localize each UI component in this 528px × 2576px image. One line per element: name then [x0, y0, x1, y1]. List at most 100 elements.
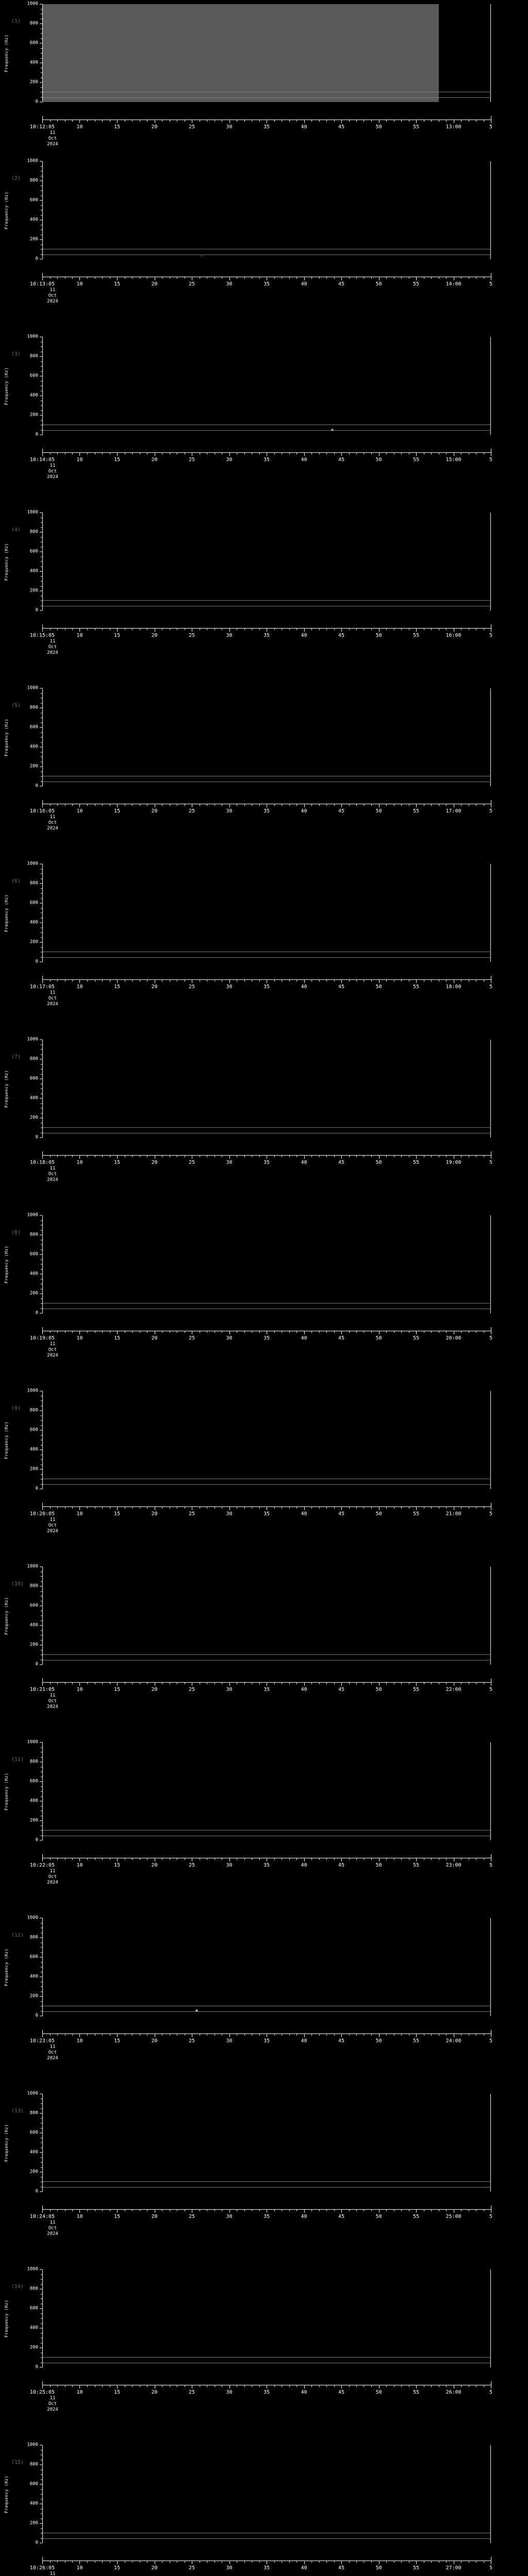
y-axis-tick-mark: [41, 1835, 42, 1836]
y-axis-tick-major: 0: [36, 99, 42, 104]
y-axis-tick-major: 600: [30, 1955, 42, 1959]
y-axis-tick-major: 400: [30, 744, 42, 749]
spectrogram-plot-area[interactable]: [42, 1040, 491, 1138]
y-axis-tick-mark: [40, 415, 42, 416]
y-axis-tick-mark: [41, 1132, 42, 1133]
spectrogram-plot-area[interactable]: [42, 1567, 491, 1665]
y-axis-tick-mark: [40, 1391, 42, 1392]
y-axis-tick-minor: [41, 1298, 42, 1299]
spectrogram-plot-area[interactable]: [42, 1918, 491, 2016]
detection-triangle-marker[interactable]: [331, 428, 335, 431]
y-axis-tick-major: 1000: [27, 1740, 42, 1744]
x-axis-tick-minor: [401, 1506, 402, 1509]
y-axis-tick-label: 1000: [27, 1212, 38, 1218]
spectrogram-plot-area[interactable]: [42, 864, 491, 962]
x-axis-tick-label: 20: [151, 1862, 158, 1868]
x-axis-tick-major: [341, 120, 342, 123]
low-frequency-band-line: [43, 600, 490, 601]
y-axis-tick-major: 200: [30, 940, 42, 944]
spectrogram-plot-area[interactable]: [42, 161, 491, 259]
x-axis-tick-minor: [431, 1682, 432, 1684]
date-stamp-line: 11: [50, 1693, 56, 1698]
x-axis-tick-minor: [244, 277, 245, 279]
detection-dot-marker[interactable]: [201, 256, 203, 257]
spectrogram-plot-area[interactable]: [42, 688, 491, 786]
x-axis-tick-minor: [446, 1506, 447, 1509]
y-axis-tick-mark: [40, 1586, 42, 1587]
spectrogram-panel: Frequency (Hz) 0 200 400 600 800 1000 (6) 10:17:…: [0, 860, 528, 1036]
spectrogram-plot-area[interactable]: [42, 1742, 491, 1840]
x-axis-tick-minor: [386, 1506, 387, 1509]
y-axis-tick-label: 0: [35, 1310, 38, 1316]
y-axis-tick-mark: [41, 1791, 42, 1792]
x-axis-tick-major: [229, 277, 230, 280]
x-axis-labels: 10:21:05 10 15 20 25 30 35 40 45 50 55 22:00 5: [0, 1687, 528, 1694]
x-axis-tick-label: 20: [151, 2214, 158, 2219]
spectrogram-plot-area[interactable]: [42, 513, 491, 611]
date-stamp-line: 2024: [47, 142, 58, 147]
y-axis-tick-mark: [41, 1220, 42, 1221]
y-axis-tick-mark: [41, 888, 42, 889]
y-axis-tick-mark: [40, 200, 42, 201]
y-axis-ticks: 0 200 400 600 800 1000: [0, 1916, 42, 2019]
x-axis-tick-major: [117, 277, 118, 280]
y-axis-tick-label: 200: [29, 588, 38, 594]
panel-index-label: (13): [11, 2108, 24, 2114]
x-axis-tick-minor: [244, 2561, 245, 2563]
x-axis-tick-minor: [334, 1155, 335, 1157]
y-axis-tick-mark: [41, 1596, 42, 1597]
y-axis-tick-mark: [40, 1645, 42, 1646]
x-axis-tick-minor: [356, 1858, 357, 1860]
x-axis-tick-minor: [289, 628, 290, 630]
x-axis-tick-minor: [214, 452, 215, 454]
y-axis-tick-label: 0: [35, 2540, 38, 2546]
x-axis-tick-label: 50: [375, 808, 382, 814]
spectrogram-plot-area[interactable]: [42, 1391, 491, 1489]
spectrogram-plot-area[interactable]: [42, 1215, 491, 1313]
y-axis-tick-mark: [41, 38, 42, 39]
x-axis-tick-major: [229, 2209, 230, 2213]
x-axis-tick-minor: [356, 2033, 357, 2036]
y-axis-tick-mark: [41, 366, 42, 367]
x-axis-tick-major: [378, 2209, 380, 2213]
y-axis-tick-mark: [41, 2303, 42, 2304]
x-axis-tick-label: 5: [489, 984, 493, 990]
x-axis-tick-minor: [401, 804, 402, 806]
spectrogram-plot-area[interactable]: [42, 2269, 491, 2367]
x-axis-tick-minor: [57, 1858, 58, 1860]
spectrogram-plot-area[interactable]: [42, 337, 491, 435]
x-axis-tick-minor: [326, 277, 327, 279]
y-axis-tick-minor: [41, 1776, 42, 1777]
x-axis-tick-minor: [274, 277, 275, 279]
spectrogram-plot-area[interactable]: [42, 2445, 491, 2543]
x-axis-tick-label: 30: [226, 124, 233, 130]
x-axis-tick-minor: [102, 979, 103, 981]
x-axis-left-cap: [42, 800, 43, 804]
y-axis-tick-label: 0: [35, 2013, 38, 2019]
x-axis-tick-major: [341, 2209, 342, 2213]
x-axis-tick-minor: [214, 1331, 215, 1333]
x-axis-tick-minor: [259, 2385, 260, 2387]
y-axis-tick-minor: [41, 1259, 42, 1260]
x-axis-tick-label: 45: [338, 1862, 345, 1868]
y-axis-tick-mark: [40, 786, 42, 787]
y-axis-tick-mark: [41, 1093, 42, 1094]
y-axis-tick-label: 600: [29, 1427, 38, 1433]
spectrogram-plot-area[interactable]: [42, 2094, 491, 2192]
y-axis-tick-mark: [41, 517, 42, 518]
y-axis-tick-mark: [41, 1225, 42, 1226]
y-axis-tick-minor: [41, 1308, 42, 1309]
date-stamp-line: 11: [50, 990, 56, 995]
x-axis-tick-label: 5: [489, 1511, 493, 1517]
y-axis-tick-mark: [41, 1044, 42, 1045]
y-axis-tick-label: 800: [29, 2462, 38, 2467]
x-axis-tick-major: [416, 804, 417, 807]
y-axis-tick-major: 400: [30, 1799, 42, 1803]
x-axis-left-cap: [42, 2206, 43, 2210]
x-axis-tick-major: [79, 2561, 80, 2564]
spectrogram-plot-area[interactable]: [42, 4, 491, 102]
x-axis-left-cap: [42, 273, 43, 277]
detection-triangle-marker[interactable]: [195, 2009, 199, 2012]
